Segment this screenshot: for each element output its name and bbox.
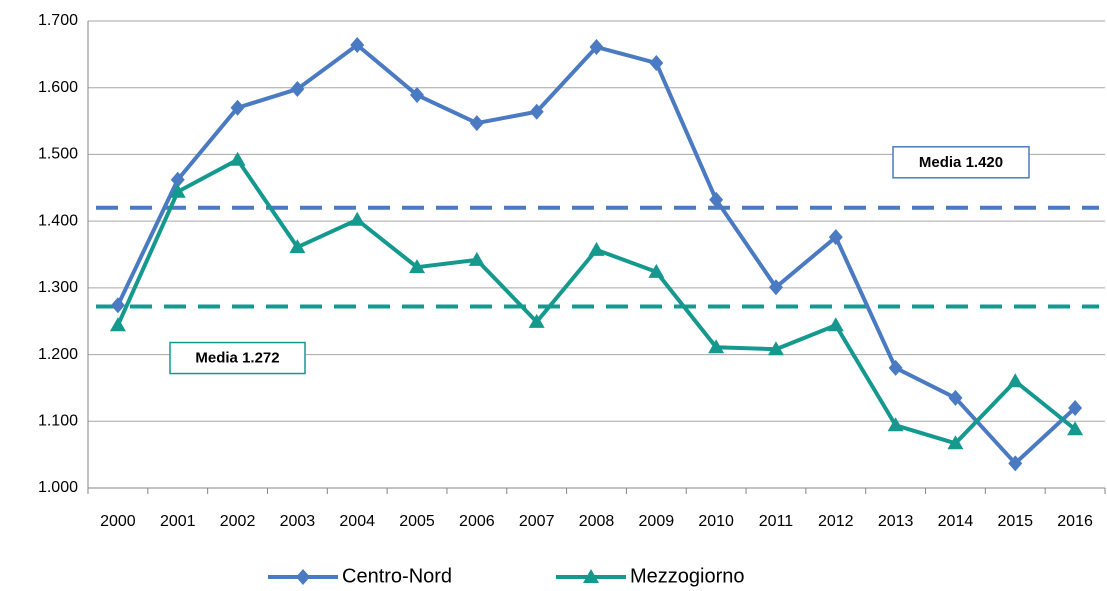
annotation-label: Media 1.420	[919, 154, 1003, 171]
y-tick-label: 1.700	[38, 12, 78, 29]
x-tick-label: 2004	[339, 513, 375, 530]
x-tick-label: 2010	[698, 513, 734, 530]
data-point	[589, 242, 605, 256]
x-tick-label: 2011	[759, 513, 794, 530]
x-tick-label: 2015	[997, 513, 1033, 530]
annotation-label: Media 1.272	[195, 350, 279, 367]
y-tick-label: 1.200	[38, 346, 78, 363]
series-line	[118, 160, 1075, 444]
x-tick-label: 2005	[399, 513, 435, 530]
y-tick-label: 1.100	[38, 413, 78, 430]
x-tick-label: 2003	[280, 513, 316, 530]
legend-label: Mezzogiorno	[630, 565, 745, 587]
x-tick-label: 2001	[160, 513, 196, 530]
x-tick-label: 2007	[519, 513, 555, 530]
y-tick-label: 1.300	[38, 279, 78, 296]
x-tick-label: 2012	[818, 513, 854, 530]
y-tick-label: 1.600	[38, 79, 78, 96]
y-tick-label: 1.400	[38, 212, 78, 229]
legend-label: Centro-Nord	[342, 565, 452, 587]
x-tick-label: 2000	[100, 513, 136, 530]
data-point	[828, 317, 844, 331]
x-tick-label: 2016	[1057, 513, 1093, 530]
legend-marker	[296, 569, 310, 585]
x-tick-label: 2009	[639, 513, 675, 530]
data-point	[889, 360, 903, 376]
data-point	[349, 212, 365, 226]
data-point	[470, 115, 484, 131]
data-point	[649, 55, 663, 71]
data-point	[1007, 373, 1023, 387]
data-point	[230, 152, 246, 166]
chart: 1.000 1.100 1.200 1.300 1.400 1.500 1.600 1.700…	[0, 0, 1107, 591]
y-tick-label: 1.500	[38, 146, 78, 163]
x-tick-label: 2014	[938, 513, 974, 530]
y-tick-label: 1.000	[38, 479, 78, 496]
x-tick-label: 2008	[579, 513, 615, 530]
x-tick-label: 2002	[220, 513, 256, 530]
data-point	[110, 317, 126, 331]
x-tick-label: 2006	[459, 513, 495, 530]
x-tick-label: 2013	[878, 513, 914, 530]
